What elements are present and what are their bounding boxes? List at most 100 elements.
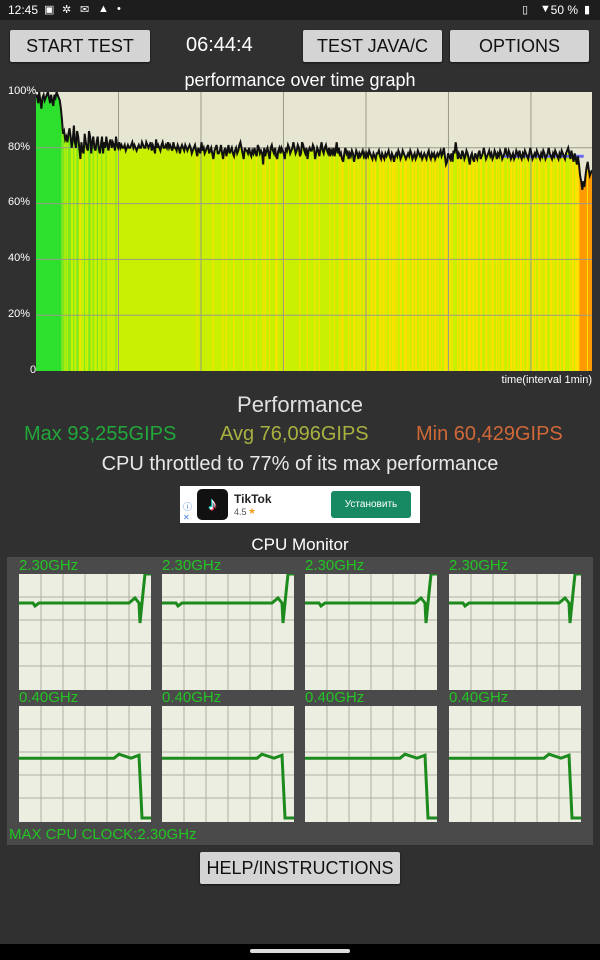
- cpu-core-graph: [19, 706, 151, 822]
- start-test-button[interactable]: START TEST: [10, 30, 150, 62]
- performance-bar: [317, 150, 320, 371]
- ad-banner[interactable]: ⓘ ✕ ♪ TikTok 4.5 ★ Установить: [180, 486, 420, 523]
- throttle-summary: CPU throttled to 77% of its max performa…: [101, 453, 499, 475]
- avg-performance: Avg 76,096GIPS: [220, 423, 369, 445]
- performance-bar: [436, 153, 439, 371]
- ad-info-icon[interactable]: ⓘ: [183, 502, 193, 512]
- performance-bar: [59, 100, 61, 371]
- performance-bar: [79, 158, 82, 371]
- performance-bar: [474, 153, 476, 371]
- performance-bar: [175, 150, 178, 371]
- performance-bar: [580, 181, 582, 371]
- performance-bar: [146, 145, 149, 371]
- performance-bar: [39, 100, 42, 371]
- performance-bar: [257, 145, 259, 371]
- performance-bar: [412, 156, 415, 371]
- performance-bar: [512, 153, 514, 371]
- performance-bar: [560, 150, 563, 371]
- core-frequency-line: [162, 752, 294, 820]
- core-frequency-label: 2.30GHz: [19, 557, 79, 574]
- cpu-core-graph: [305, 706, 437, 822]
- performance-bar: [268, 158, 271, 371]
- performance-bar: [42, 94, 45, 371]
- performance-bar: [301, 142, 303, 371]
- performance-bar: [464, 156, 467, 371]
- performance-bar: [52, 105, 55, 371]
- performance-bar: [441, 153, 444, 371]
- performance-bar: [127, 145, 129, 371]
- performance-bar: [525, 153, 527, 371]
- performance-bar: [38, 92, 40, 371]
- performance-bar: [304, 153, 307, 371]
- performance-bar: [440, 156, 443, 371]
- status-bar: 12:45 ▣ ✲ ✉ ▲ • ▯ ▼ 50 % ▮: [0, 0, 600, 20]
- performance-bar: [571, 156, 574, 371]
- graph-title: performance over time graph: [184, 70, 416, 90]
- performance-bar: [61, 119, 63, 371]
- performance-bar: [333, 156, 336, 371]
- performance-bar: [81, 150, 84, 371]
- performance-bar: [414, 158, 417, 371]
- performance-bar: [223, 150, 225, 371]
- performance-bar: [531, 158, 534, 371]
- performance-bar: [169, 145, 171, 371]
- ad-close-icon[interactable]: ✕: [183, 513, 190, 522]
- performance-bar: [36, 94, 38, 371]
- core-frequency-line: [449, 752, 581, 820]
- performance-bar: [57, 97, 60, 371]
- install-button[interactable]: Установить: [331, 491, 411, 518]
- status-time: 12:45: [8, 3, 39, 17]
- performance-bar: [229, 150, 232, 371]
- performance-bar: [192, 150, 194, 371]
- performance-bar: [165, 145, 167, 371]
- performance-bar: [66, 142, 69, 371]
- performance-bar: [576, 164, 578, 371]
- help-instructions-button[interactable]: HELP/INSTRUCTIONS: [200, 852, 400, 884]
- performance-bar: [507, 150, 510, 371]
- home-handle[interactable]: [250, 949, 350, 953]
- performance-bar: [377, 153, 379, 371]
- performance-bar: [49, 103, 51, 371]
- performance-bar: [171, 150, 174, 371]
- options-button[interactable]: OPTIONS: [450, 30, 589, 62]
- performance-bar: [372, 153, 375, 371]
- performance-bar: [303, 150, 306, 371]
- performance-bar: [422, 156, 424, 371]
- test-java-c-button[interactable]: TEST JAVA/C: [303, 30, 442, 62]
- performance-bar: [353, 161, 355, 371]
- performance-bar: [518, 150, 521, 371]
- performance-bar: [549, 153, 551, 371]
- performance-bar: [354, 156, 356, 371]
- performance-bar: [310, 150, 312, 371]
- test-timer: 06:44:4: [186, 34, 253, 56]
- performance-bar: [575, 158, 577, 371]
- performance-bar: [450, 153, 453, 371]
- tiktok-logo-icon: ♪: [197, 489, 228, 520]
- performance-bar: [459, 156, 461, 371]
- performance-bar: [375, 153, 378, 371]
- performance-bar: [418, 153, 420, 371]
- performance-bar: [252, 153, 255, 371]
- performance-bar: [102, 153, 104, 371]
- performance-bar: [236, 153, 238, 371]
- performance-bar: [411, 158, 414, 371]
- y-tick-label: 40%: [8, 252, 31, 264]
- performance-bar: [251, 150, 254, 371]
- star-icon: ★: [248, 506, 257, 516]
- performance-bar: [232, 153, 234, 371]
- performance-bar: [482, 153, 484, 371]
- performance-bar: [88, 131, 90, 371]
- core-frequency-label: 0.40GHz: [19, 689, 79, 706]
- warning-icon: ▲: [98, 3, 109, 15]
- performance-bar: [526, 156, 528, 371]
- performance-bar: [553, 156, 555, 371]
- performance-bar: [145, 142, 148, 371]
- performance-bar: [331, 153, 334, 371]
- core-frequency-label: 2.30GHz: [162, 557, 222, 574]
- performance-bar: [138, 145, 140, 371]
- battery-text: 50 %: [550, 3, 578, 17]
- performance-bar: [105, 136, 108, 371]
- performance-bar: [565, 153, 567, 371]
- cpu-core-graph: [19, 574, 151, 690]
- performance-bar: [37, 103, 39, 371]
